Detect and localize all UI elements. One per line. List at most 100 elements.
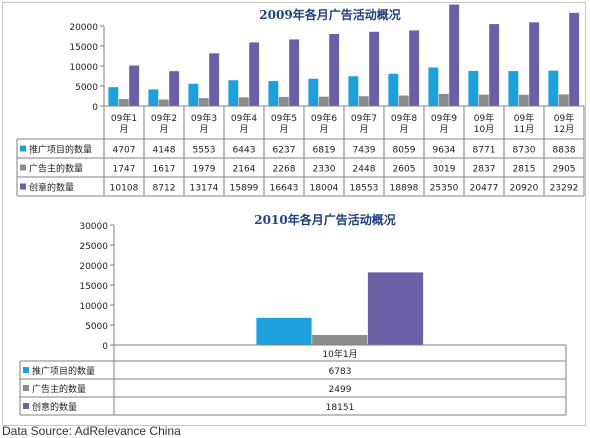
bar [369, 31, 380, 106]
category-label: 09年 [514, 112, 534, 124]
bar [398, 95, 409, 106]
bar [558, 94, 569, 106]
bar [289, 39, 300, 106]
category-label: 09年 [474, 112, 494, 124]
category-label: 10月 [474, 124, 494, 135]
bar [158, 99, 169, 106]
category-label: 09年6 [311, 112, 337, 124]
category-label: 月 [199, 124, 208, 135]
data-label: 6783 [329, 367, 352, 377]
bar [108, 87, 119, 106]
bar [249, 42, 260, 106]
legend-label: 推广项目的数量 [32, 365, 95, 377]
legend-label: 广告主的数量 [29, 163, 83, 175]
bar [548, 70, 559, 106]
bar [329, 33, 340, 106]
chart-title: 2010年各月广告活动概况 [254, 212, 395, 227]
legend-swatch [23, 403, 29, 409]
y-tick-label: 15000 [79, 282, 108, 292]
data-label: 2164 [233, 165, 256, 175]
data-label: 23292 [550, 184, 579, 194]
category-label: 月 [319, 124, 328, 135]
category-label: 11月 [514, 124, 534, 135]
bar [409, 30, 420, 106]
data-label: 2605 [393, 165, 416, 175]
bar [188, 83, 199, 106]
bar [529, 22, 540, 106]
legend-swatch [20, 183, 26, 190]
data-label: 4148 [153, 146, 176, 156]
category-label: 10年1月 [322, 348, 357, 360]
y-tick-label: 10000 [69, 63, 98, 73]
bar [348, 76, 359, 106]
bar [169, 71, 180, 106]
y-tick-label: 20000 [69, 23, 98, 33]
y-tick-label: 15000 [69, 43, 98, 53]
bar [569, 12, 580, 106]
category-label: 09年3 [191, 112, 217, 124]
data-label: 2499 [329, 385, 352, 395]
data-label: 6819 [313, 146, 336, 156]
legend-label: 广告主的数量 [32, 383, 86, 395]
data-label: 8712 [153, 184, 176, 194]
bar [449, 4, 460, 107]
y-tick-label: 25000 [79, 242, 108, 252]
bar [508, 71, 519, 106]
bar [118, 99, 129, 106]
legend-label: 创意的数量 [29, 182, 74, 194]
bar [278, 96, 289, 106]
category-label: 月 [119, 124, 128, 135]
data-label: 4707 [113, 146, 136, 156]
category-label: 月 [279, 124, 288, 135]
bar [367, 272, 424, 345]
chart-frame [2, 2, 586, 426]
data-label: 10108 [110, 184, 139, 194]
data-label: 8771 [473, 146, 496, 156]
data-label: 1747 [113, 165, 136, 175]
data-label: 7439 [353, 146, 376, 156]
data-label: 2837 [473, 165, 496, 175]
y-tick-label: 0 [92, 103, 98, 113]
data-label: 6237 [273, 146, 296, 156]
data-label: 5553 [193, 146, 216, 156]
legend-label: 推广项目的数量 [29, 144, 92, 156]
bar [129, 65, 140, 106]
data-label: 9634 [433, 146, 456, 156]
data-label: 25350 [430, 184, 459, 194]
data-label: 8059 [393, 146, 416, 156]
legend-swatch [20, 164, 26, 171]
legend-swatch [23, 367, 29, 373]
bar [489, 24, 500, 107]
data-label: 16643 [270, 184, 299, 194]
category-label: 12月 [554, 124, 574, 135]
data-label: 2330 [313, 165, 336, 175]
chart-title: 2009年各月广告活动概况 [259, 7, 400, 22]
bar [256, 317, 312, 345]
data-label: 13174 [190, 184, 219, 194]
bar [438, 93, 449, 106]
category-label: 09年4 [231, 112, 257, 124]
bar [148, 89, 159, 106]
y-tick-label: 10000 [79, 302, 108, 312]
legend-label: 创意的数量 [32, 401, 77, 413]
chart-2009: 2009年各月广告活动概况0500010000150002000009年1月09… [16, 4, 585, 197]
bar [318, 96, 329, 106]
data-label: 18553 [350, 184, 379, 194]
bar [308, 78, 319, 106]
category-label: 09年1 [111, 112, 137, 124]
y-tick-label: 20000 [79, 262, 108, 272]
bar [228, 80, 239, 106]
bar [312, 335, 368, 345]
data-label: 2905 [553, 165, 576, 175]
bar [518, 94, 529, 106]
bar [198, 98, 209, 106]
bar [238, 97, 249, 106]
category-label: 09年9 [431, 112, 457, 124]
data-label: 20920 [510, 184, 539, 194]
category-label: 月 [399, 124, 408, 135]
data-label: 18151 [326, 403, 355, 413]
category-label: 09年 [554, 112, 574, 124]
data-label: 8838 [553, 146, 576, 156]
bar [358, 96, 369, 106]
